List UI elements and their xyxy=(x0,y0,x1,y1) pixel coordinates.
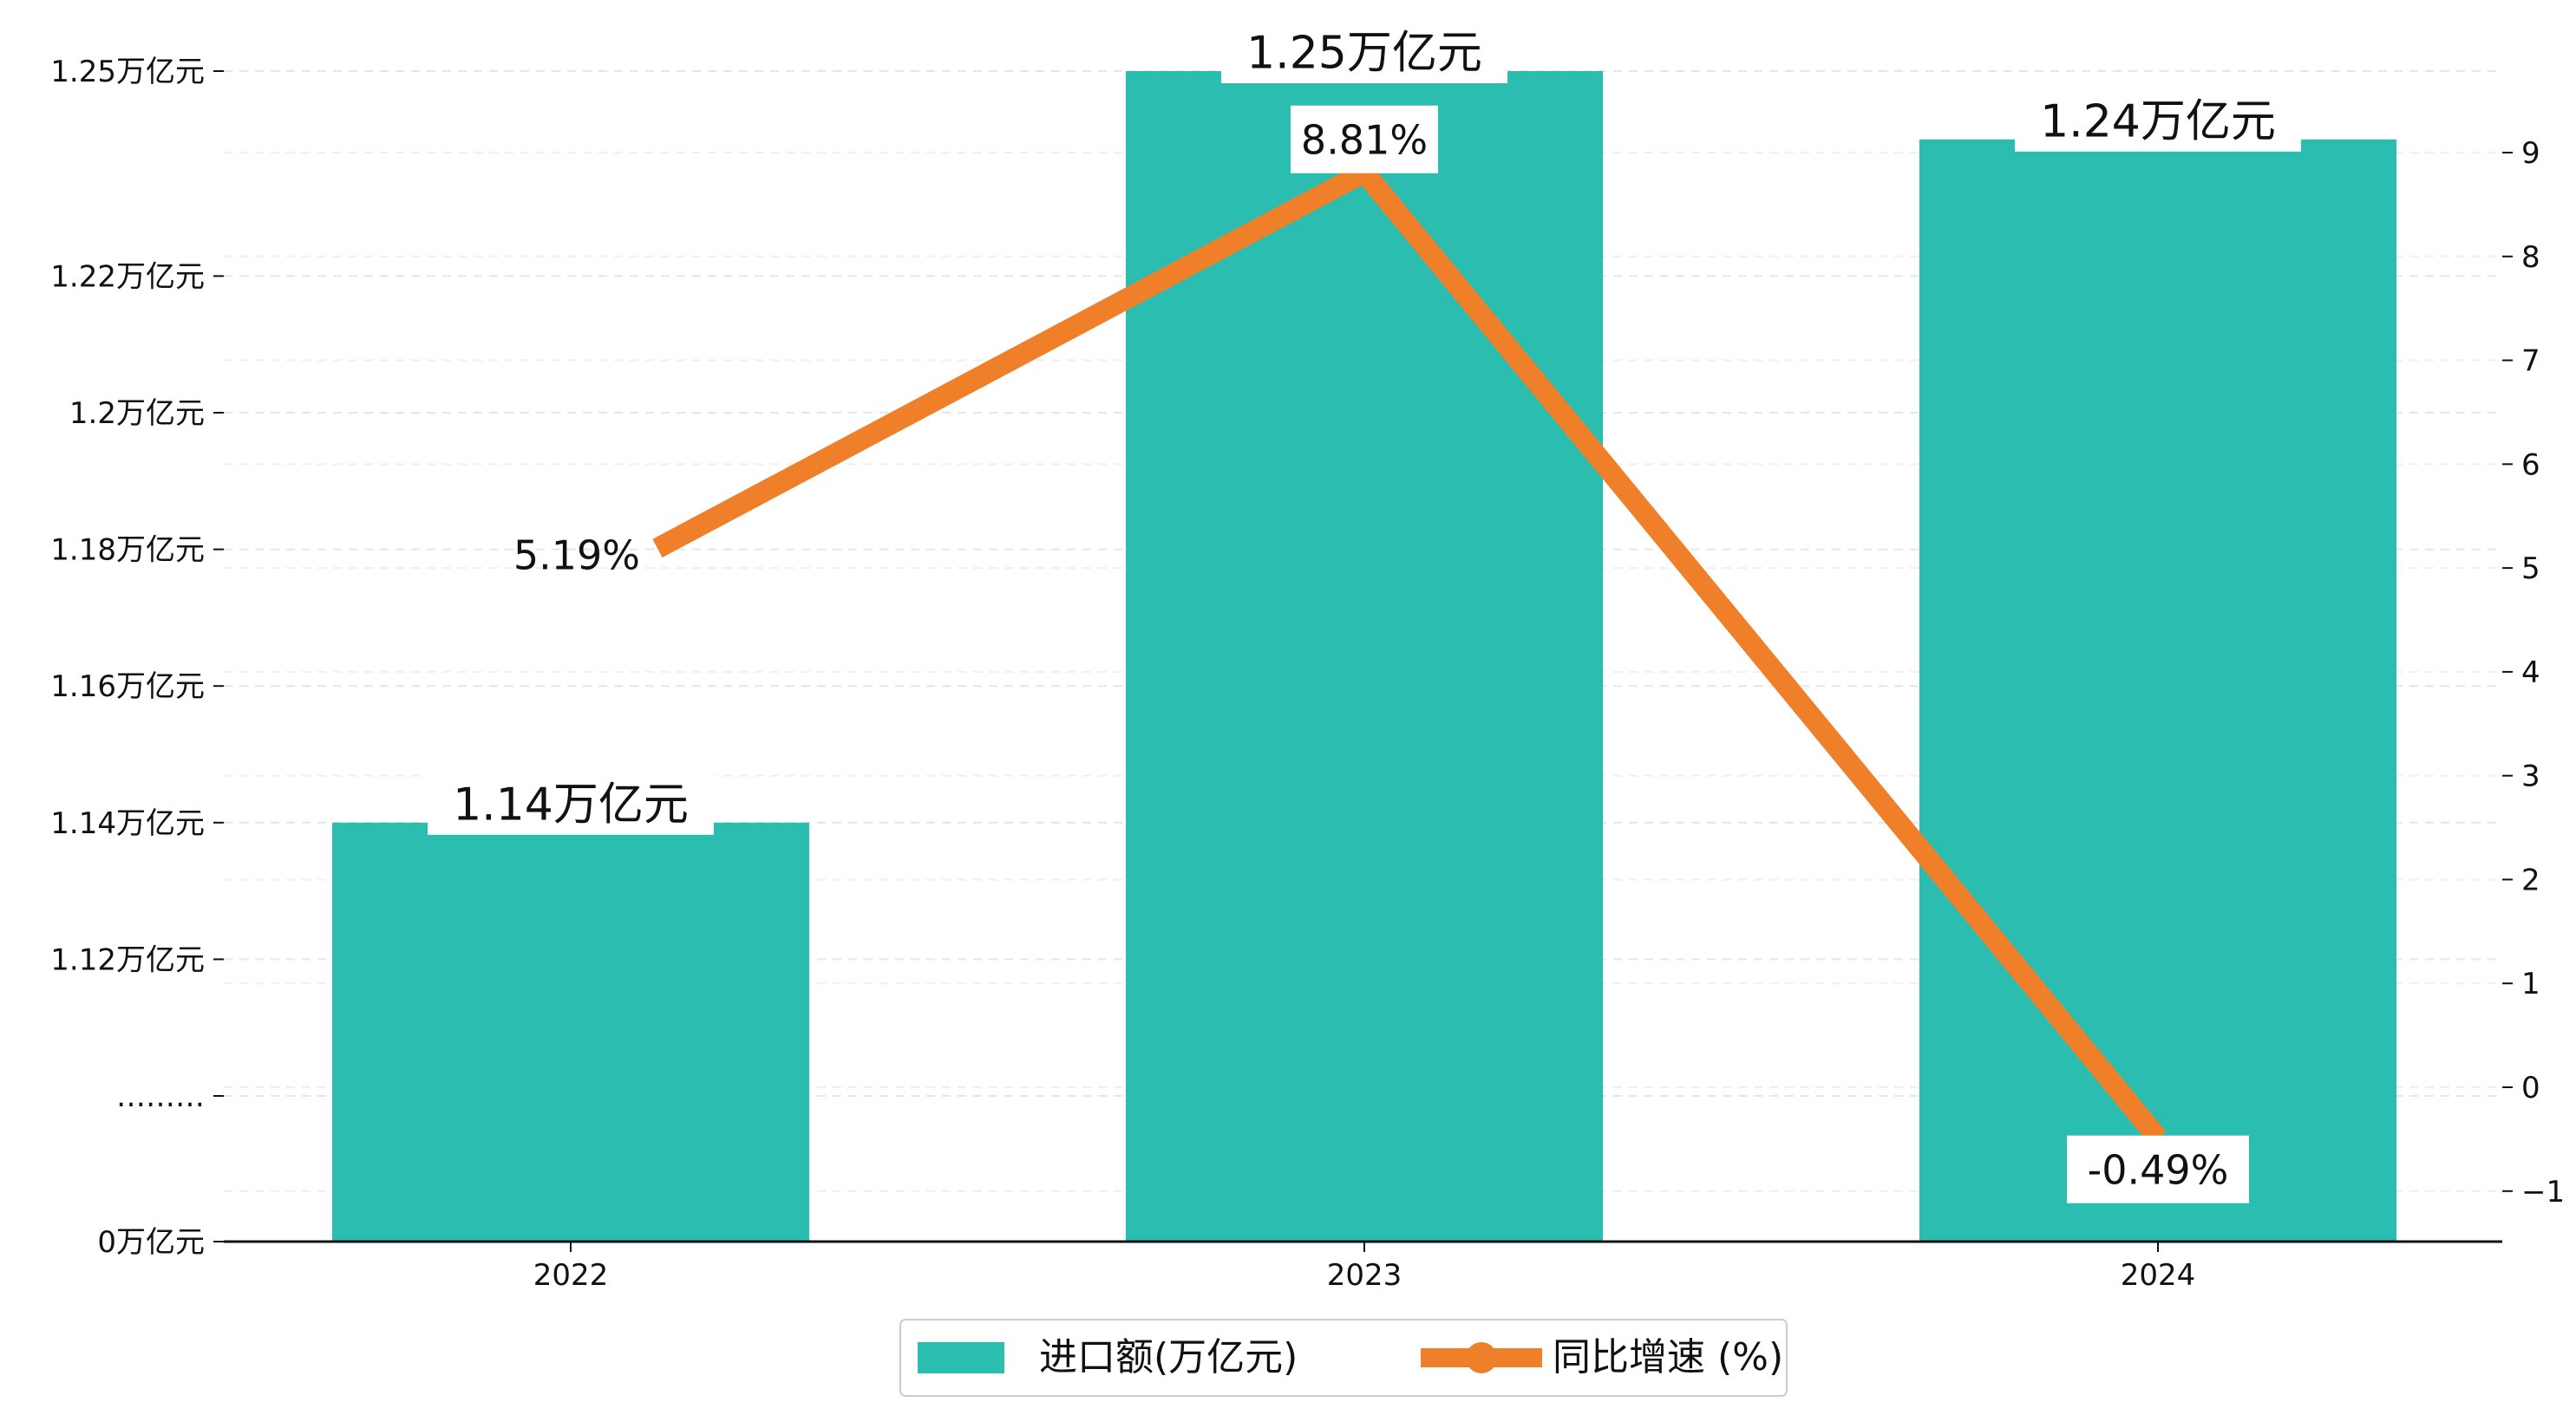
legend-label: 进口额(万亿元) xyxy=(1039,1335,1298,1379)
left-tick-label: ……… xyxy=(116,1079,205,1114)
bars xyxy=(332,71,2396,1242)
left-tick-label: 1.22万亿元 xyxy=(50,259,205,294)
right-tick-label: 9 xyxy=(2521,136,2540,171)
right-tick-label: 0 xyxy=(2521,1071,2540,1105)
x-tick-label: 2023 xyxy=(1327,1258,1402,1293)
bar-value-label: 1.25万亿元 xyxy=(1246,28,1482,80)
x-axis: 2022 2023 2024 xyxy=(533,1242,2196,1293)
left-tick-label: 1.2万亿元 xyxy=(69,396,205,431)
right-tick-label: 5 xyxy=(2521,551,2540,586)
bar xyxy=(1126,71,1603,1242)
bar-value-label-bg xyxy=(2015,88,2301,152)
left-tick-label: 1.14万亿元 xyxy=(50,806,205,841)
legend: 进口额(万亿元) 同比增速 (%) xyxy=(899,1319,1788,1397)
data-labels: 1.14万亿元 1.25万亿元 1.24万亿元 5.19% 8.81% -0.49% xyxy=(428,21,2301,1203)
right-tick-label: −1 xyxy=(2521,1175,2565,1210)
right-tick-label: 1 xyxy=(2521,967,2540,1001)
left-tick-label: 1.18万亿元 xyxy=(50,533,205,568)
line-value-label-bg xyxy=(2067,1135,2249,1203)
right-tick-label: 7 xyxy=(2521,344,2540,379)
right-tick-label: 4 xyxy=(2521,655,2540,690)
x-tick-label: 2024 xyxy=(2121,1258,2196,1293)
legend-marker xyxy=(1466,1342,1497,1373)
bar-value-label: 1.24万亿元 xyxy=(2040,96,2276,148)
line-value-label: 5.19% xyxy=(513,531,640,578)
x-tick-label: 2022 xyxy=(533,1258,609,1293)
left-tick-label: 1.16万亿元 xyxy=(50,669,205,704)
right-tick-label: 3 xyxy=(2521,760,2540,794)
bar-value-label-bg xyxy=(1221,21,1507,83)
left-tick-label: 1.25万亿元 xyxy=(50,55,205,89)
left-axis: 0万亿元 ……… 1.12万亿元 1.14万亿元 1.16万亿元 1.18万亿元 1.2万亿… xyxy=(50,55,224,1260)
legend-box xyxy=(899,1319,1788,1397)
bar xyxy=(1919,139,2396,1242)
right-tick-label: 6 xyxy=(2521,447,2540,482)
line-value-label: -0.49% xyxy=(2088,1146,2229,1193)
legend-label: 同比增速 (%) xyxy=(1553,1335,1783,1379)
line-value-label-bg xyxy=(1291,105,1438,173)
right-axis: −1 0 1 2 3 4 5 6 7 8 9 xyxy=(2502,136,2565,1210)
line-value-label: 8.81% xyxy=(1301,116,1428,163)
bar-value-label-bg xyxy=(428,772,714,835)
legend-swatch-bar xyxy=(918,1342,1004,1373)
bar-value-label: 1.14万亿元 xyxy=(453,779,689,831)
left-tick-label: 0万亿元 xyxy=(97,1225,205,1260)
bar xyxy=(332,822,809,1242)
right-tick-label: 8 xyxy=(2521,240,2540,275)
left-tick-label: 1.12万亿元 xyxy=(50,942,205,977)
right-tick-label: 2 xyxy=(2521,863,2540,897)
